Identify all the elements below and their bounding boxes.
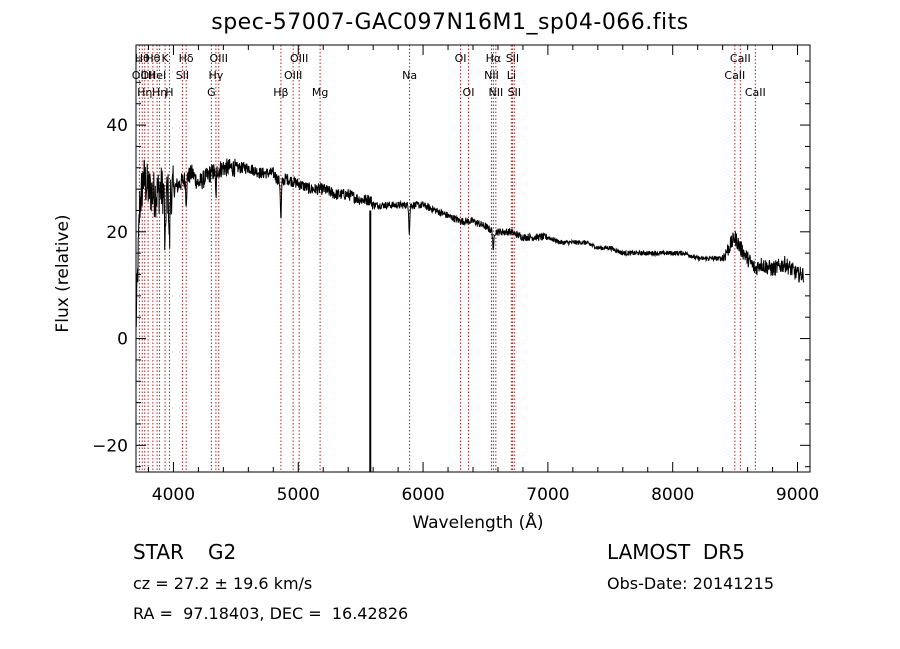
line-marker-label-3: OII (141, 69, 156, 82)
line-marker-label-28: CaII (730, 52, 751, 65)
x-tick-label: 8000 (651, 485, 694, 505)
line-marker-label-18: Na (402, 69, 417, 82)
x-tick-label: 9000 (776, 485, 819, 505)
x-tick-label: 6000 (401, 485, 444, 505)
line-marker-label-2: Hη (137, 86, 152, 99)
object-class: STAR (133, 540, 184, 564)
line-marker-label-0: OII (132, 69, 147, 82)
line-marker-label-20: OI (463, 86, 475, 99)
line-marker-label-13: OIII (210, 52, 228, 65)
y-tick-label: 40 (106, 116, 128, 136)
line-marker-label-15: OIII (284, 69, 302, 82)
line-marker-label-10: Hδ (179, 52, 194, 65)
line-marker-label-11: G (207, 86, 216, 99)
line-marker-label-23: NII (488, 86, 503, 99)
x-tick-label: 5000 (277, 485, 320, 505)
line-marker-label-26: SII (508, 86, 521, 99)
x-tick-label: 7000 (526, 485, 569, 505)
line-marker-label-29: CaII (745, 86, 766, 99)
obs-date-label: Obs-Date: 20141215 (607, 574, 775, 593)
object-subclass: G2 (208, 540, 237, 564)
y-axis-label: Flux (relative) (53, 214, 73, 332)
line-marker-label-8: H (165, 86, 173, 99)
line-marker-label-21: NII (484, 69, 499, 82)
line-marker-label-12: Hγ (208, 69, 223, 82)
line-marker-label-19: OI (455, 52, 467, 65)
line-marker-label-9: SII (176, 69, 189, 82)
line-marker-label-16: OIII (290, 52, 308, 65)
y-tick-label: 0 (117, 330, 128, 350)
line-marker-label-17: Mg (312, 86, 328, 99)
x-tick-label: 4000 (152, 485, 195, 505)
redshift-label: cz = 27.2 ± 19.6 km/s (133, 574, 313, 593)
line-marker-label-25: SII (506, 52, 519, 65)
spectrum-line (136, 158, 805, 328)
line-marker-label-14: Hβ (273, 86, 288, 99)
survey-label: LAMOST DR5 (607, 540, 745, 564)
line-marker-label-24: Li (507, 69, 516, 82)
coordinates-label: RA = 97.18403, DEC = 16.42826 (133, 604, 409, 623)
chart-title: spec-57007-GAC097N16M1_sp04-066.fits (211, 10, 689, 35)
line-marker-label-5: HeI (148, 69, 166, 82)
line-marker-label-6: Hη (152, 86, 167, 99)
line-marker-label-27: CaII (724, 69, 745, 82)
x-axis-label: Wavelength (Å) (412, 511, 543, 533)
line-marker-label-22: Hα (486, 52, 502, 65)
y-tick-label: 20 (106, 223, 128, 243)
y-tick-label: −20 (92, 436, 128, 456)
line-marker-label-4: Hθ (145, 52, 160, 65)
line-marker-label-1: Hθ (135, 52, 150, 65)
line-marker-label-7: K (161, 52, 169, 65)
